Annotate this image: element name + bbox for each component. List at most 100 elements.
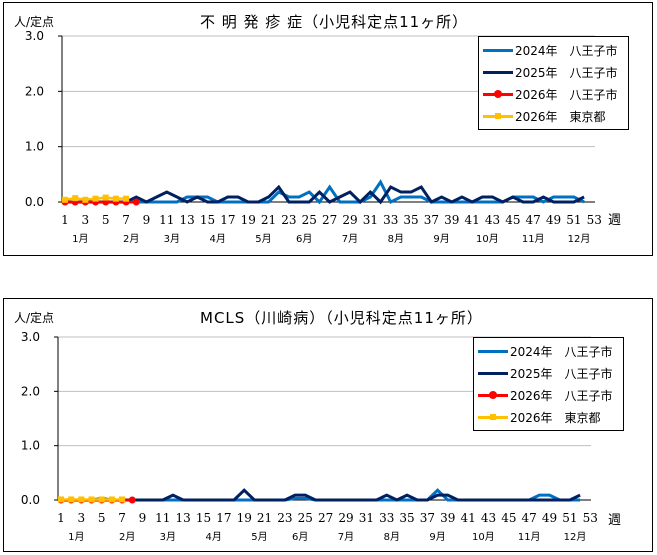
month-label: 1月 [72,233,88,245]
legend-label: 2026年 東京都 [515,109,606,124]
data-point [123,195,130,202]
x-tick-label: 11 [159,213,174,227]
month-label: 3月 [160,531,176,543]
x-tick-label: 13 [175,511,190,525]
x-tick-label: 5 [98,511,106,525]
x-tick-label: 41 [460,511,475,525]
legend-item: 2024年 八王子市 [483,39,624,61]
data-point [62,196,68,203]
data-point [88,496,95,503]
legend-label: 2024年 八王子市 [510,344,613,359]
month-label: 10月 [472,531,495,543]
legend-label: 2026年 八王子市 [515,87,618,102]
legend-label: 2024年 八王子市 [515,43,618,58]
x-tick-label: 25 [302,213,317,227]
x-tick-label: 53 [587,213,602,227]
x-tick-label: 31 [363,213,378,227]
x-tick-label: 27 [322,213,337,227]
legend-swatch-icon [483,67,513,77]
legend-item: 2026年 東京都 [478,406,619,428]
month-label: 12月 [568,233,591,245]
legend-item: 2025年 八王子市 [478,362,619,384]
x-tick-label: 43 [485,213,500,227]
month-label: 4月 [205,531,221,543]
month-label: 11月 [518,531,541,543]
data-point [98,496,105,503]
month-label: 5月 [251,531,267,543]
x-tick-label: 35 [399,511,414,525]
chart-title: MCLS（川崎病）（小児科定点11ヶ所） [200,309,483,327]
series-line [65,179,585,205]
x-tick-label: 51 [562,511,577,525]
data-point [68,496,75,503]
series-line [65,184,585,205]
x-tick-label: 29 [338,511,353,525]
month-label: 3月 [164,233,180,245]
data-point [119,496,126,503]
data-point [58,496,64,503]
legend-swatch-icon [478,346,508,356]
y-tick-label: 1.0 [25,140,44,154]
x-tick-label: 7 [122,213,130,227]
month-label: 9月 [433,233,449,245]
x-axis-unit-label: 週 [608,213,622,228]
month-label: 9月 [429,531,445,543]
x-tick-label: 27 [318,511,333,525]
x-tick-label: 37 [424,213,439,227]
line-chart-plot: 0.01.02.03.01 3 5 7 9 11 13 15 17 19 21 23 25 27 29 31 3… [21,330,598,543]
y-tick-label: 1.0 [21,439,40,453]
legend-item: 2026年 東京都 [483,105,624,127]
x-tick-label: 1 [57,511,65,525]
x-tick-label: 17 [220,213,235,227]
month-label: 8月 [388,233,404,245]
month-label: 12月 [564,531,587,543]
x-tick-label: 43 [481,511,496,525]
x-tick-label: 19 [241,213,256,227]
x-tick-label: 1 [61,213,69,227]
chart-panel-unknown-rash: 人/定点 不 明 発 疹 症（小児科定点11ヶ所） 0.0 1.0 2.0 3.0 1 3… [3,2,653,256]
y-tick-label: 3.0 [25,29,44,43]
month-label: 4月 [209,233,225,245]
data-point [92,195,99,202]
x-axis-unit-label: 週 [608,513,622,528]
line-chart-plot: 0.01.02.03.01 3 5 7 9 11 13 15 17 19 21 23 25 27 29 31 3… [25,29,602,245]
month-label: 11月 [522,233,545,245]
legend-label: 2025年 八王子市 [515,65,618,80]
legend-label: 2026年 八王子市 [510,388,613,403]
legend-label: 2025年 八王子市 [510,366,613,381]
x-tick-label: 21 [257,511,272,525]
x-tick-label: 33 [379,511,394,525]
x-tick-label: 5 [102,213,110,227]
x-tick-label: 47 [526,213,541,227]
y-tick-label: 2.0 [21,384,40,398]
x-tick-label: 31 [359,511,374,525]
legend-swatch-icon [483,89,513,99]
month-label: 6月 [296,233,312,245]
y-axis-unit-label: 人/定点 [14,311,55,325]
x-tick-label: 29 [342,213,357,227]
data-point [108,496,115,503]
y-tick-label: 3.0 [21,330,40,344]
x-tick-label: 45 [505,213,520,227]
x-tick-label: 25 [298,511,313,525]
legend-label: 2026年 東京都 [510,410,601,425]
data-point [132,198,140,206]
y-tick-label: 0.0 [25,195,44,209]
y-axis-unit-label: 人/定点 [14,15,55,29]
x-tick-label: 53 [583,511,598,525]
legend-item: 2024年 八王子市 [478,340,619,362]
series-line [61,488,581,502]
x-tick-label: 39 [444,213,459,227]
x-tick-label: 3 [78,511,86,525]
data-point [78,496,85,503]
legend-swatch-icon [483,45,513,55]
month-label: 6月 [292,531,308,543]
data-point [102,194,109,201]
x-tick-label: 41 [464,213,479,227]
x-tick-label: 17 [216,511,231,525]
x-tick-label: 35 [403,213,418,227]
month-label: 5月 [255,233,271,245]
month-label: 2月 [119,531,135,543]
x-tick-label: 13 [179,213,194,227]
data-point [112,195,119,202]
